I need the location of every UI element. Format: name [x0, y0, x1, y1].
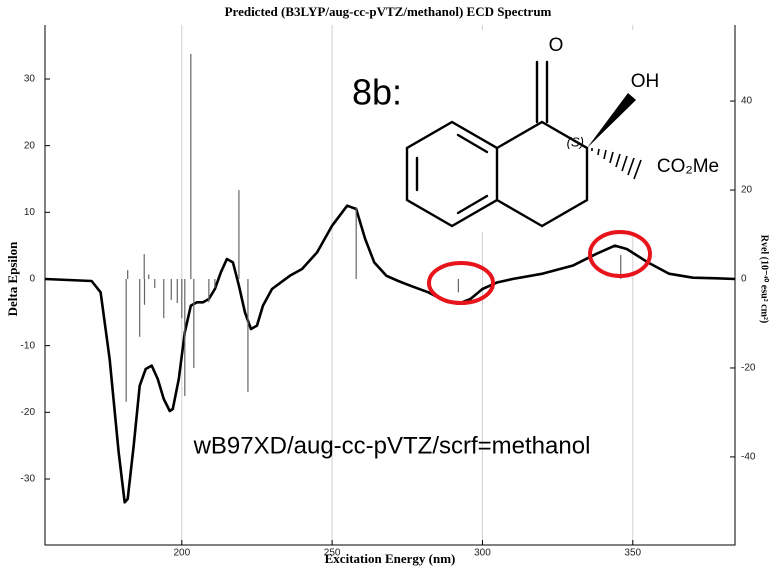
y2-tick-label: 40	[741, 96, 753, 107]
hashed-bond	[591, 148, 642, 180]
y2-tick-label: -40	[741, 452, 756, 463]
compound-label: 8b:	[352, 72, 402, 113]
y-axis-label: Delta Epsilon	[5, 241, 20, 317]
atom-label: CO₂Me	[657, 156, 719, 177]
y2-tick-label: -20	[741, 363, 756, 374]
y2-tick-label: 0	[741, 274, 747, 285]
y2-axis-label: Rvel (10⁻⁴⁰ esu² cm²)	[759, 235, 770, 324]
highlight-circle	[588, 230, 652, 278]
carbonyl-bond	[535, 60, 549, 124]
x-tick-label: 350	[624, 548, 641, 559]
x-tick-label: 300	[474, 548, 491, 559]
atom-label: O	[549, 35, 564, 56]
y-tick-label: -10	[21, 340, 36, 351]
structure: 8b: O OH (S) CO₂Me	[352, 30, 723, 232]
wedge-bond	[587, 93, 636, 148]
method-annotation: wB97XD/aug-cc-pVTZ/scrf=methanol	[193, 432, 591, 459]
x-axis-label: Excitation Energy (nm)	[325, 551, 456, 566]
y-tick-label: 0	[29, 274, 35, 285]
y-tick-label: 20	[24, 140, 36, 151]
y2-tick-label: 20	[741, 185, 753, 196]
y-tick-label: -20	[21, 407, 36, 418]
y-tick-label: -30	[21, 474, 36, 485]
aromatic-bonds	[415, 133, 489, 215]
y-tick-label: 10	[24, 207, 36, 218]
second-ring	[495, 120, 589, 228]
atom-label: OH	[631, 71, 660, 92]
axis-frame	[44, 25, 736, 546]
x-tick-label: 200	[173, 548, 190, 559]
y-tick-label: 30	[24, 74, 36, 85]
spectrum-line	[44, 204, 736, 504]
stereo-label: (S)	[567, 134, 584, 149]
chart-title: Predicted (B3LYP/aug-cc-pVTZ/methanol) E…	[225, 4, 552, 19]
x-tick-label: 250	[324, 548, 341, 559]
highlight-circle	[427, 261, 495, 305]
